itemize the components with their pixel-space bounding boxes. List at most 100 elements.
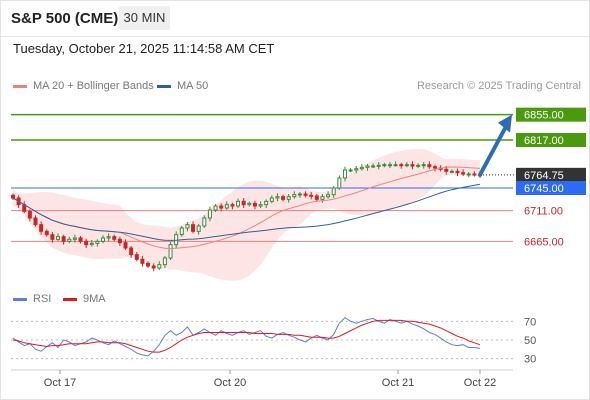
candle-body (33, 217, 38, 226)
candle-body (326, 194, 331, 198)
level-label-6855.00: 6855.00 (516, 107, 586, 122)
candle-body (89, 242, 94, 246)
timestamp: Tuesday, October 21, 2025 11:14:58 AM CE… (13, 41, 275, 56)
candle-body (275, 196, 280, 199)
candle-body (393, 164, 398, 167)
candle-body (72, 237, 77, 240)
candle-body (252, 202, 257, 207)
legend-rsi: RSI (13, 293, 51, 305)
candle-body (61, 236, 66, 242)
x-tick-label: Oct 21 (382, 377, 414, 389)
candle-body (461, 172, 466, 175)
level-label-6817.00: 6817.00 (516, 133, 586, 147)
legend-ma50-label: MA 50 (177, 80, 209, 92)
level-label-6665.00: 6665.00 (524, 236, 564, 248)
rsi-tick-label: 50 (524, 335, 536, 347)
candle-body (331, 187, 336, 196)
candle-body (449, 170, 454, 173)
candle-body (404, 164, 409, 167)
candle-body (179, 227, 184, 236)
rsi-tick-label: 30 (524, 354, 536, 366)
candle-body (191, 224, 196, 232)
legend-rsi-label: RSI (33, 293, 52, 305)
level-box (516, 181, 586, 195)
candle-body (444, 168, 449, 172)
candle-body (472, 173, 477, 176)
candle-body (236, 200, 241, 207)
candle-body (123, 242, 128, 249)
timeframe-button[interactable]: 30 MIN (119, 6, 170, 30)
candle-body (297, 193, 302, 196)
x-tick-label: Oct 22 (464, 377, 496, 389)
legend-9ma: 9MA (63, 293, 106, 305)
x-tick-label: Oct 17 (44, 377, 76, 389)
candle-body (224, 204, 229, 209)
candle-body (219, 205, 224, 209)
candle-body (185, 224, 190, 229)
candle-body (342, 169, 347, 179)
candle-body (416, 164, 421, 167)
candle-body (56, 236, 61, 240)
rsi-tick-label: 70 (524, 316, 536, 328)
candle-body (162, 257, 167, 266)
level-value: 6855.00 (524, 110, 564, 122)
level-box (516, 107, 586, 122)
candle-body (129, 247, 134, 256)
candle-body (376, 164, 381, 167)
chart-header: S&P 500 (CME) 30 MIN (0, 0, 590, 37)
candle-body (44, 230, 49, 236)
candle-body (320, 196, 325, 200)
candle-body (410, 164, 415, 167)
bollinger-band-area (13, 149, 480, 281)
projection-arrow-shaft (478, 122, 509, 177)
level-label-6764.75: 6764.75 (516, 167, 586, 182)
candle-body (151, 265, 156, 269)
level-value: 6665.00 (524, 236, 564, 248)
instrument-title: S&P 500 (CME) (11, 10, 119, 27)
ma9-swatch (63, 297, 77, 301)
level-label-6745.00: 6745.00 (516, 181, 586, 195)
candle-body (146, 262, 151, 267)
candle-body (67, 238, 72, 242)
candle-body (140, 258, 145, 264)
candle-body (466, 173, 471, 176)
candle-body (427, 164, 432, 168)
candle-body (196, 225, 201, 232)
level-box (516, 133, 586, 147)
candle-body (84, 240, 89, 246)
candle-body (382, 164, 387, 167)
candle-body (309, 194, 314, 197)
candle-body (101, 237, 106, 242)
legend-9ma-label: 9MA (83, 293, 106, 305)
candle-body (230, 204, 235, 207)
candle-body (202, 217, 207, 227)
candle-body (387, 164, 392, 167)
candle-body (359, 166, 364, 170)
candle-body (281, 196, 286, 200)
candle-body (207, 209, 212, 219)
candle-body (365, 165, 370, 168)
candle-body (258, 204, 263, 207)
legend-ma50: MA 50 (157, 80, 208, 92)
level-value: 6764.75 (524, 170, 564, 182)
credit-text: Research © 2025 Trading Central (416, 80, 581, 92)
level-value: 6817.00 (524, 135, 564, 147)
candle-body (78, 237, 83, 242)
ma50-swatch (157, 84, 171, 88)
candle-body (264, 200, 269, 206)
candle-body (292, 194, 297, 198)
candle-body (50, 234, 55, 240)
level-value: 6745.00 (524, 183, 564, 195)
candle-body (11, 194, 15, 199)
candle-body (421, 164, 426, 167)
ma20-swatch (13, 84, 27, 88)
candle-body (337, 177, 342, 189)
legend-ma20-label: MA 20 + Bollinger Bands (33, 80, 154, 92)
candle-body (106, 236, 111, 239)
candle-body (371, 165, 376, 168)
candle-body (247, 202, 252, 206)
candle-body (348, 169, 353, 172)
rsi-line (12, 316, 481, 357)
candle-body (286, 196, 291, 200)
